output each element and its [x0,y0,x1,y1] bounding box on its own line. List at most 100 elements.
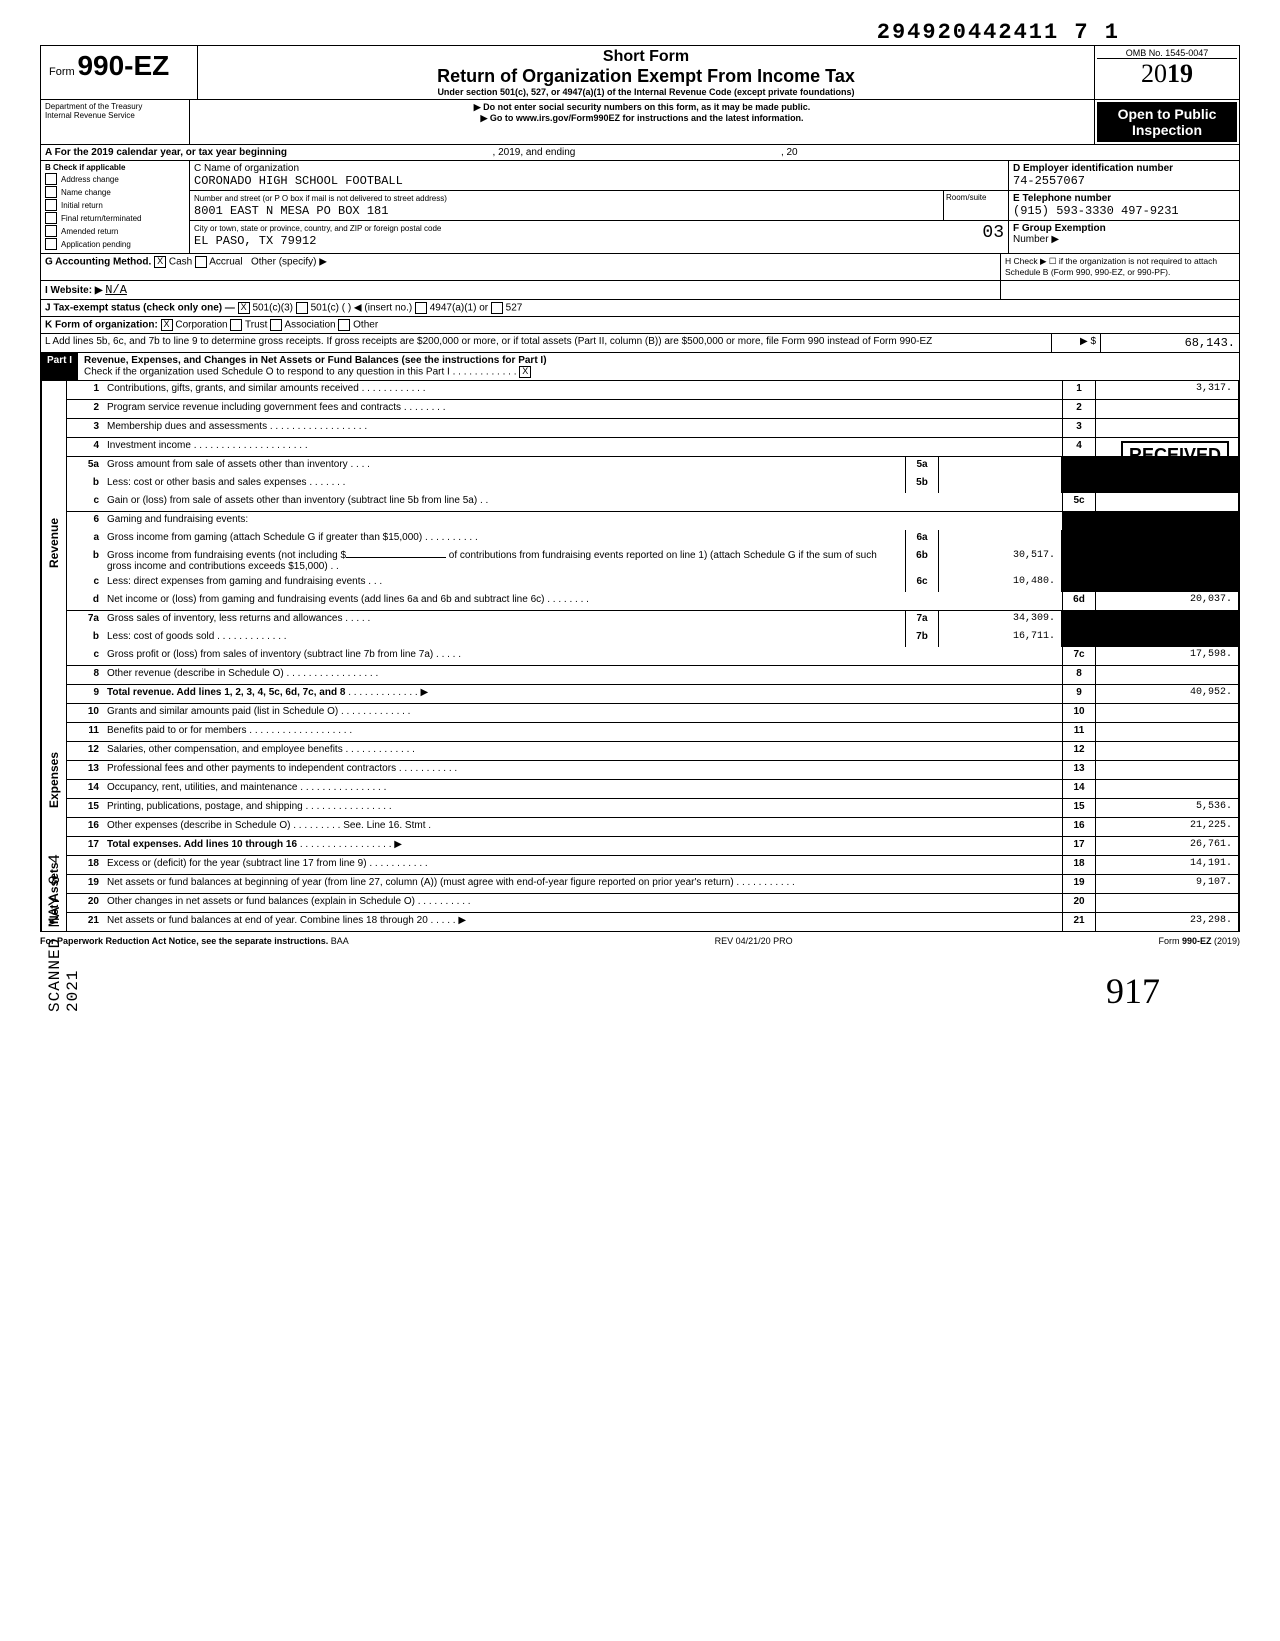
line-9-val: 40,952. [1096,685,1238,703]
chk-501c[interactable] [296,302,308,314]
g-label: G Accounting Method. [45,257,151,268]
k-other: Other [353,320,378,331]
line-11-num: 11 [67,723,103,741]
org-name: CORONADO HIGH SCHOOL FOOTBALL [194,174,403,188]
l-value: 68,143. [1101,334,1239,352]
k-trust: Trust [245,320,267,331]
line-3-text: Membership dues and assessments . . . . … [103,419,1062,437]
footer-baa: BAA [331,936,349,946]
b-item-2: Initial return [61,201,103,210]
chk-4947[interactable] [415,302,427,314]
line-5c-boxnum: 5c [1062,493,1096,511]
line-5c-val [1096,493,1238,511]
line-18-boxnum: 18 [1062,856,1096,874]
line-6a-text: Gross income from gaming (attach Schedul… [103,530,905,548]
chk-pending[interactable] [45,238,57,250]
chk-501c3[interactable]: X [238,302,250,314]
chk-trust[interactable] [230,319,242,331]
chk-corp[interactable]: X [161,319,173,331]
vert-expenses: Expenses [41,704,66,856]
shade-6a [1062,530,1096,548]
line-14-val [1096,780,1238,798]
line-7b-text: Less: cost of goods sold . . . . . . . .… [103,629,905,647]
line-2-num: 2 [67,400,103,418]
section-b: B Check if applicable Address change Nam… [41,161,190,253]
line-14-text: Occupancy, rent, utilities, and maintena… [103,780,1062,798]
line-18-text: Excess or (deficit) for the year (subtra… [103,856,1062,874]
line-6d-num: d [67,592,103,610]
line-4-text: Investment income . . . . . . . . . . . … [103,438,1062,456]
line-15-boxnum: 15 [1062,799,1096,817]
j-4947: 4947(a)(1) or [430,303,488,314]
k-assoc: Association [284,320,335,331]
line-5a-num: 5a [67,457,103,475]
room-label: Room/suite [944,191,1008,220]
shade-6 [1062,512,1096,530]
line-5c-num: c [67,493,103,511]
line-12-val [1096,742,1238,760]
line-21-text: Net assets or fund balances at end of ye… [103,913,1062,931]
line-5a-text: Gross amount from sale of assets other t… [103,457,905,475]
j-insert: ) ◀ (insert no.) [348,303,412,314]
c-label: C Name of organization [194,163,299,174]
chk-name[interactable] [45,186,57,198]
goto-url: ▶ Go to www.irs.gov/Form990EZ for instru… [192,113,1092,124]
line-7c-num: c [67,647,103,665]
line-15-text: Printing, publications, postage, and shi… [103,799,1062,817]
line-3-val [1096,419,1238,437]
line-1-boxnum: 1 [1062,381,1096,399]
chk-cash[interactable]: X [154,256,166,268]
line-13-val [1096,761,1238,779]
line-4-num: 4 [67,438,103,456]
h-label: H Check ▶ ☐ if the organization is not r… [1005,256,1217,277]
line-1-val: 3,317. [1096,381,1238,399]
line-1-text: Contributions, gifts, grants, and simila… [103,381,1062,399]
chk-527[interactable] [491,302,503,314]
line-6a-box: 6a [905,530,939,548]
line-17-text: Total expenses. Add lines 10 through 16 … [103,837,1062,855]
line-5b-boxval [939,475,1062,493]
line-6a-num: a [67,530,103,548]
line-2-text: Program service revenue including govern… [103,400,1062,418]
b-item-4: Amended return [61,227,118,236]
k-corp: Corporation [175,320,227,331]
line-6d-boxnum: 6d [1062,592,1096,610]
line-7c-text: Gross profit or (loss) from sales of inv… [103,647,1062,665]
irs: Internal Revenue Service [45,111,185,120]
year-outline: 20 [1141,59,1167,88]
line-21-val: 23,298. [1096,913,1238,931]
org-city: EL PASO, TX 79912 [194,234,316,248]
line-14-boxnum: 14 [1062,780,1096,798]
line-7b-boxval: 16,711. [939,629,1062,647]
ogden-stamp: OGDEN, UT [1124,511,1229,537]
line-3-boxnum: 3 [1062,419,1096,437]
row-a-label: A For the 2019 calendar year, or tax yea… [45,147,287,158]
form-prefix: Form [49,66,75,78]
chk-schedule-o[interactable]: X [519,366,531,378]
line-8-text: Other revenue (describe in Schedule O) .… [103,666,1062,684]
line-6b-num: b [67,548,103,574]
line-2-val [1096,400,1238,418]
g-cash: Cash [169,257,192,268]
chk-assoc[interactable] [270,319,282,331]
line-20-text: Other changes in net assets or fund bala… [103,894,1062,912]
chk-accrual[interactable] [195,256,207,268]
line-7a-boxval: 34,309. [939,611,1062,629]
e-label: E Telephone number [1013,193,1111,204]
chk-initial[interactable] [45,199,57,211]
line-6c-boxval: 10,480. [939,574,1062,592]
i-label: I Website: ▶ [45,285,103,296]
l-text: L Add lines 5b, 6c, and 7b to line 9 to … [45,336,932,347]
form-number-box: Form 990-EZ [41,46,198,99]
phone: (915) 593-3330 497-9231 [1013,204,1179,218]
line-8-val [1096,666,1238,684]
line-10-num: 10 [67,704,103,722]
line-9-text: Total revenue. Add lines 1, 2, 3, 4, 5c,… [103,685,1062,703]
chk-other[interactable] [338,319,350,331]
chk-address[interactable] [45,173,57,185]
chk-amended[interactable] [45,225,57,237]
k-label: K Form of organization: [45,320,158,331]
chk-final[interactable] [45,212,57,224]
b-item-0: Address change [61,175,119,184]
line-5b-box: 5b [905,475,939,493]
